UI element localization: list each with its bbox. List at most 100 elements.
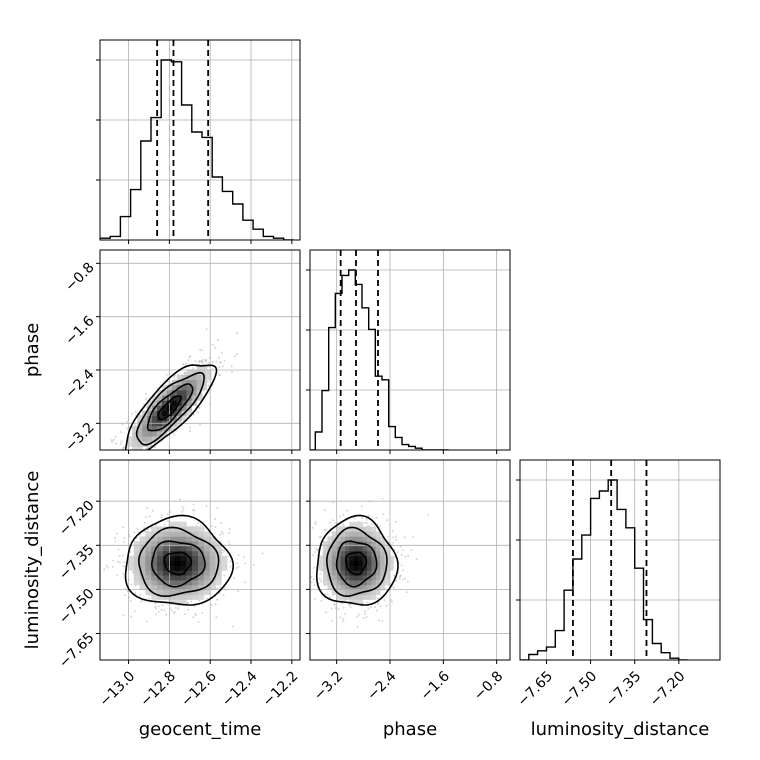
sample-point [313,584,316,587]
sample-point [376,603,379,605]
density-cell [186,410,192,417]
density-cell [331,546,337,552]
sample-point [199,423,201,426]
density-cell [142,436,148,442]
density-cell [127,436,133,442]
sample-point [233,577,236,580]
density-cell [151,589,158,595]
density-cell [181,405,187,411]
density-cell [133,560,140,566]
density-cell [345,536,350,542]
density-cell [192,570,199,576]
panel-frame [99,249,301,451]
sample-point [201,349,204,352]
density-cell [323,560,328,566]
sample-point [163,523,166,526]
density-cell [152,400,158,406]
density-cell [203,560,210,566]
density-cell [340,536,346,542]
density-cell [133,575,140,581]
density-cell [358,584,363,591]
contour-level-4 [124,514,235,606]
density-cell [345,541,350,547]
density-cell [139,560,146,566]
sample-point [365,616,368,619]
density-cell [171,410,178,417]
density-cell [353,541,359,547]
density-cell [163,546,170,552]
sample-point [244,562,247,565]
density-cell [142,431,148,437]
density-cell [203,536,210,542]
density-cell [323,579,328,586]
density-cell [163,550,170,557]
density-cell [132,441,138,447]
contour-level-3 [135,371,205,446]
sample-point [192,413,195,416]
sample-point [342,524,345,527]
sample-point [219,533,222,536]
density-cell [192,526,199,532]
sample-point [78,476,80,478]
density-cell [127,560,135,566]
density-cell [384,575,390,581]
sample-point [187,359,190,362]
density-cell [163,531,170,537]
density-cell [196,379,202,386]
sample-point [182,508,185,511]
density-cell [353,546,359,552]
sample-point [165,373,168,376]
density-cell [340,589,346,595]
density-cell [221,555,228,561]
density-cell [137,431,143,437]
density-cell [367,550,372,557]
density-cell [375,531,381,537]
sample-point [313,597,316,600]
sample-point [333,603,336,606]
density-cell [349,541,355,547]
sample-point [121,554,124,557]
sample-point [115,442,118,445]
sample-point [404,577,406,580]
density-cell [375,579,381,586]
density-cell [358,594,363,600]
density-cell [147,400,153,406]
sample-point [222,532,224,535]
density-cell [345,579,350,586]
density-cell [340,531,346,537]
contour-level-2 [146,383,194,432]
density-cell [157,531,164,537]
density-cell [145,536,152,542]
density-cell [327,565,333,571]
sample-point [223,359,226,362]
density-cell [384,570,390,576]
density-cell [163,584,170,591]
sample-point [221,351,224,354]
histogram-geocent_time [100,40,294,240]
density-cell [145,579,152,586]
sample-point [134,584,137,587]
sample-point [116,560,119,563]
density-cell [127,555,135,561]
sample-point [215,616,218,619]
sample-point [222,365,224,368]
contour-level-4 [124,364,218,450]
sample-point [147,528,150,531]
density-cell [209,575,216,581]
density-cell [323,565,328,571]
sample-point [207,384,210,387]
sample-point [134,424,137,427]
density-cell [163,594,170,600]
sample-point [206,380,209,383]
sample-point [228,528,231,530]
density-cell [151,575,158,581]
sample-point [115,532,118,535]
sample-point [192,503,195,506]
sample-point [160,516,163,519]
density-cell [168,546,175,552]
sample-point [181,510,183,513]
sample-point [313,566,316,569]
density-cell [163,541,170,547]
sample-point [150,455,152,457]
sample-point [147,597,150,600]
